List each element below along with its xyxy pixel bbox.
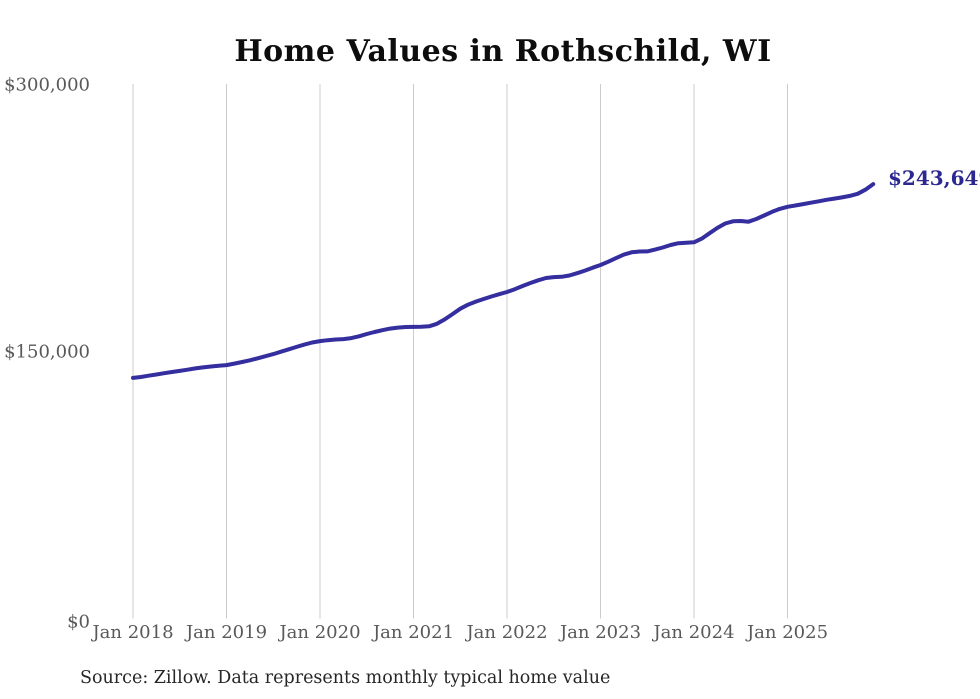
y-tick-label-150000: $150,000 <box>4 341 90 362</box>
x-tick-label: Jan 2018 <box>92 622 174 643</box>
x-tick-label: Jan 2025 <box>746 622 829 643</box>
x-tick-label: Jan 2023 <box>559 622 642 643</box>
x-tick-label: Jan 2021 <box>372 622 455 643</box>
y-tick-label-300000: $300,000 <box>4 74 90 96</box>
x-tick-label: Jan 2024 <box>653 622 735 643</box>
source-note: Source: Zillow. Data represents monthly … <box>80 668 611 688</box>
x-tick-label: Jan 2020 <box>279 622 361 643</box>
latest-value-label: $243,649 <box>888 166 980 190</box>
y-tick-label-0: $0 <box>67 611 90 633</box>
x-tick-label: Jan 2019 <box>185 622 268 643</box>
chart-title: Home Values in Rothschild, WI <box>234 34 772 69</box>
x-tick-label: Jan 2022 <box>466 622 548 643</box>
home-value-line <box>131 182 876 380</box>
